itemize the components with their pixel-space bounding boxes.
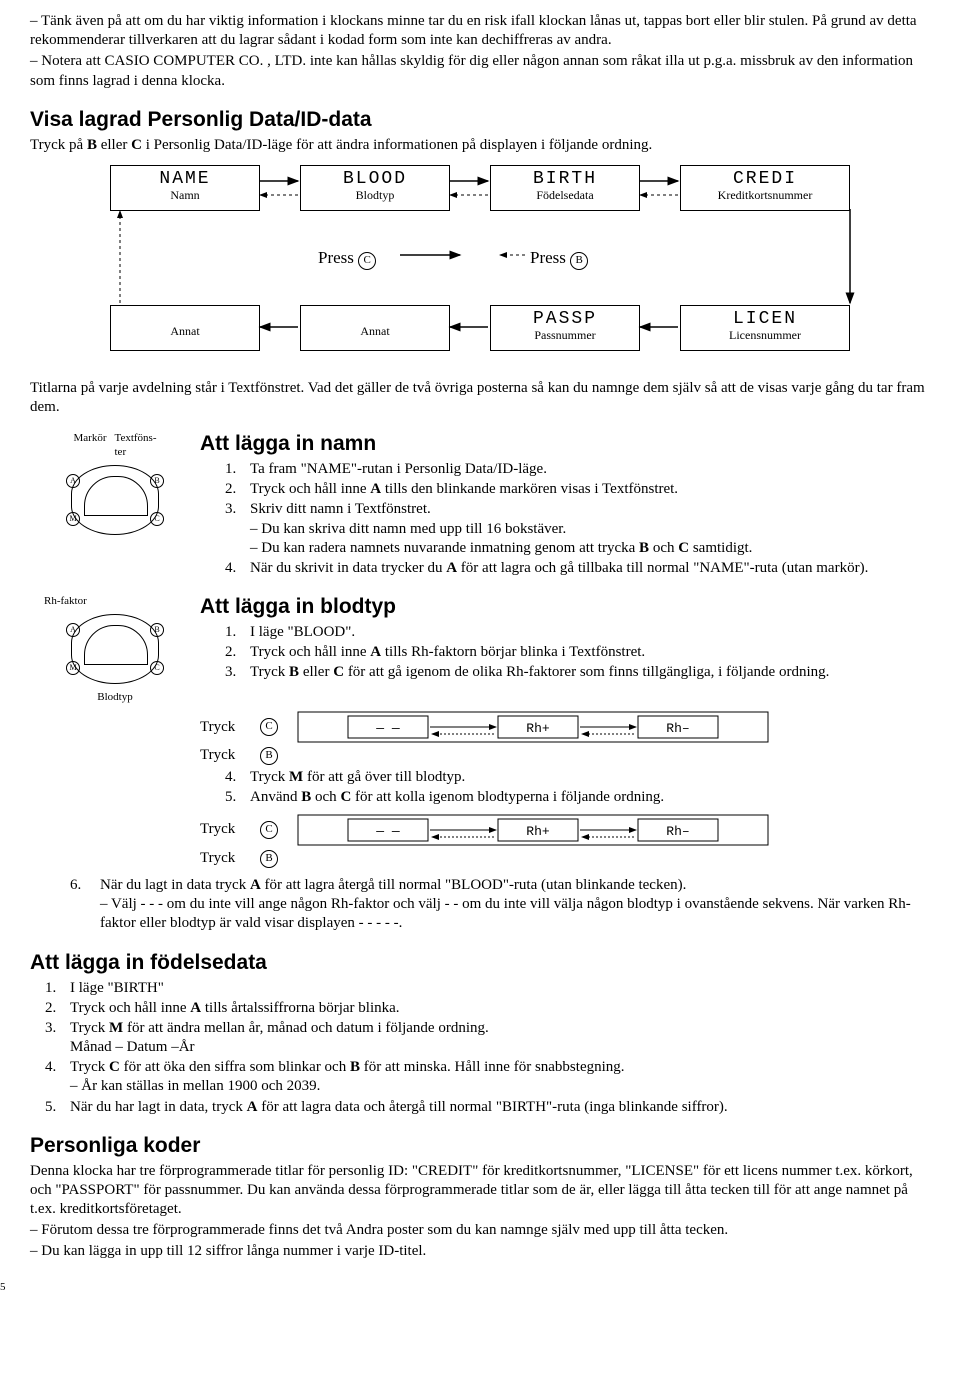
svg-text:Rh+: Rh+: [526, 824, 550, 839]
svg-text:Rh–: Rh–: [666, 824, 689, 839]
namn-list: Ta fram "NAME"-rutan i Personlig Data/ID…: [200, 460, 930, 578]
heading-blod: Att lägga in blodtyp: [200, 594, 930, 621]
koder-p1: Denna klocka har tre förprogrammerade ti…: [30, 1162, 930, 1220]
heading-birth: Att lägga in födelsedata: [30, 950, 930, 977]
svg-text:— —: — —: [375, 824, 400, 839]
intro-p1: – Tänk även på att om du har viktig info…: [30, 12, 930, 50]
flow-diagram: NAMENamn BLOODBlodtyp BIRTHFödelsedata C…: [100, 165, 860, 375]
intro-p2: – Notera att CASIO COMPUTER CO. , LTD. i…: [30, 52, 930, 90]
heading-koder: Personliga koder: [30, 1133, 930, 1160]
svg-text:Rh–: Rh–: [666, 721, 689, 736]
rh-sequence-1: TryckC — — Rh+ Rh–: [200, 706, 930, 748]
blod-illustration: Rh-faktor A B M C Blodtyp: [30, 594, 200, 704]
visa-sub: Tryck på B eller C i Personlig Data/ID-l…: [30, 136, 930, 155]
namn-illustration: MarkörTextföns- ter A B M C: [30, 431, 200, 580]
koder-p2: – Förutom dessa tre förprogrammerade fin…: [30, 1221, 930, 1240]
svg-text:Rh+: Rh+: [526, 721, 550, 736]
koder-p3: – Du kan lägga in upp till 12 siffror lå…: [30, 1242, 930, 1261]
birth-list: I läge "BIRTH" Tryck och håll inne A til…: [30, 979, 930, 1117]
svg-text:— —: — —: [375, 721, 400, 736]
rh-sequence-2: TryckC — — Rh+ Rh–: [200, 809, 930, 851]
heading-namn: Att lägga in namn: [200, 431, 930, 458]
page-number: 5: [0, 1280, 6, 1294]
heading-visa: Visa lagrad Personlig Data/ID-data: [30, 107, 930, 134]
visa-foot: Titlarna på varje avdelning står i Textf…: [30, 379, 930, 417]
blod-list: I läge "BLOOD". Tryck och håll inne A ti…: [200, 623, 930, 683]
